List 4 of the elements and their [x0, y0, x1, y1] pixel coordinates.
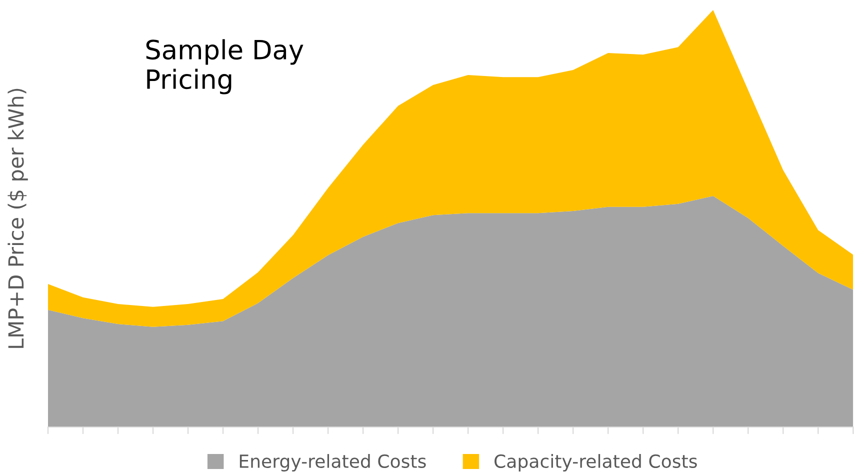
legend-label: Energy-related Costs	[240, 454, 426, 472]
y-axis-title: LMP+D Price ($ per kWh)	[8, 88, 28, 348]
legend-label: Capacity-related Costs	[494, 454, 697, 472]
text: Sample Day Pricing	[146, 39, 304, 94]
